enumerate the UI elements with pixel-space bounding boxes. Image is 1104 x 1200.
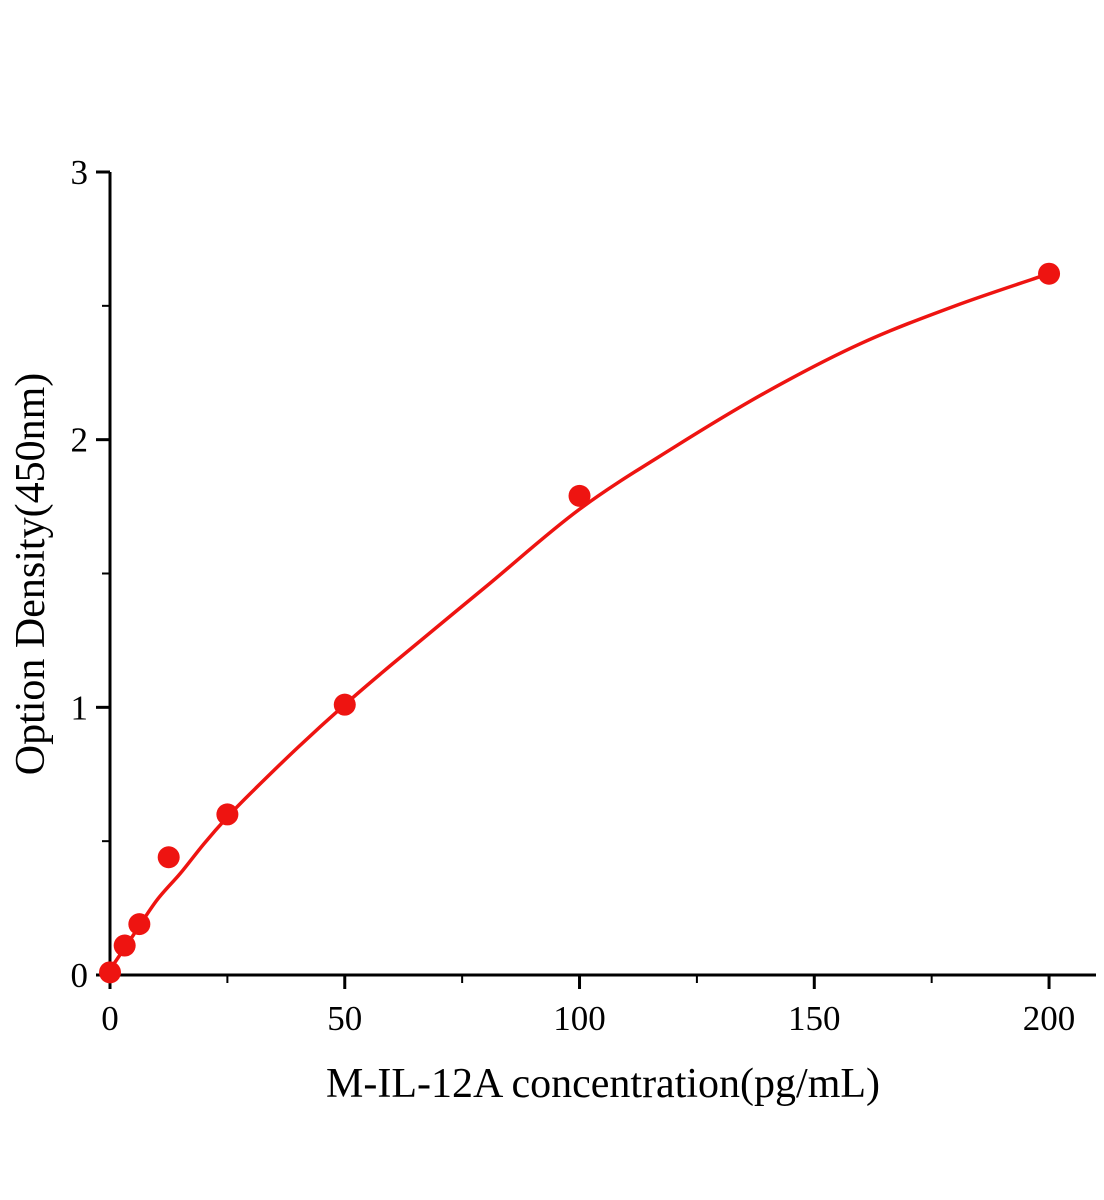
- data-point: [113, 934, 136, 957]
- data-point: [333, 693, 356, 716]
- x-axis-label: M-IL-12A concentration(pg/mL): [326, 1061, 880, 1107]
- data-point: [157, 846, 180, 869]
- data-point: [568, 484, 591, 507]
- x-tick-label: 200: [1023, 999, 1076, 1038]
- y-tick-label: 2: [71, 421, 89, 460]
- plot-area: 0 50 100 150 200 0 1 2 3: [71, 153, 1096, 1038]
- x-tick-label: 100: [553, 999, 606, 1038]
- x-tick-label: 150: [788, 999, 841, 1038]
- data-point: [1038, 262, 1061, 285]
- y-tick-label: 3: [71, 153, 89, 192]
- data-point: [216, 803, 239, 826]
- data-point: [99, 961, 121, 984]
- fit-curve: [108, 271, 1051, 972]
- x-tick-label: 0: [101, 999, 119, 1038]
- y-axis-label: Option Density(450nm): [8, 373, 54, 775]
- data-point: [128, 913, 151, 936]
- y-tick-label: 0: [71, 956, 89, 995]
- y-tick-label: 1: [71, 688, 89, 727]
- x-tick-label: 50: [327, 999, 362, 1038]
